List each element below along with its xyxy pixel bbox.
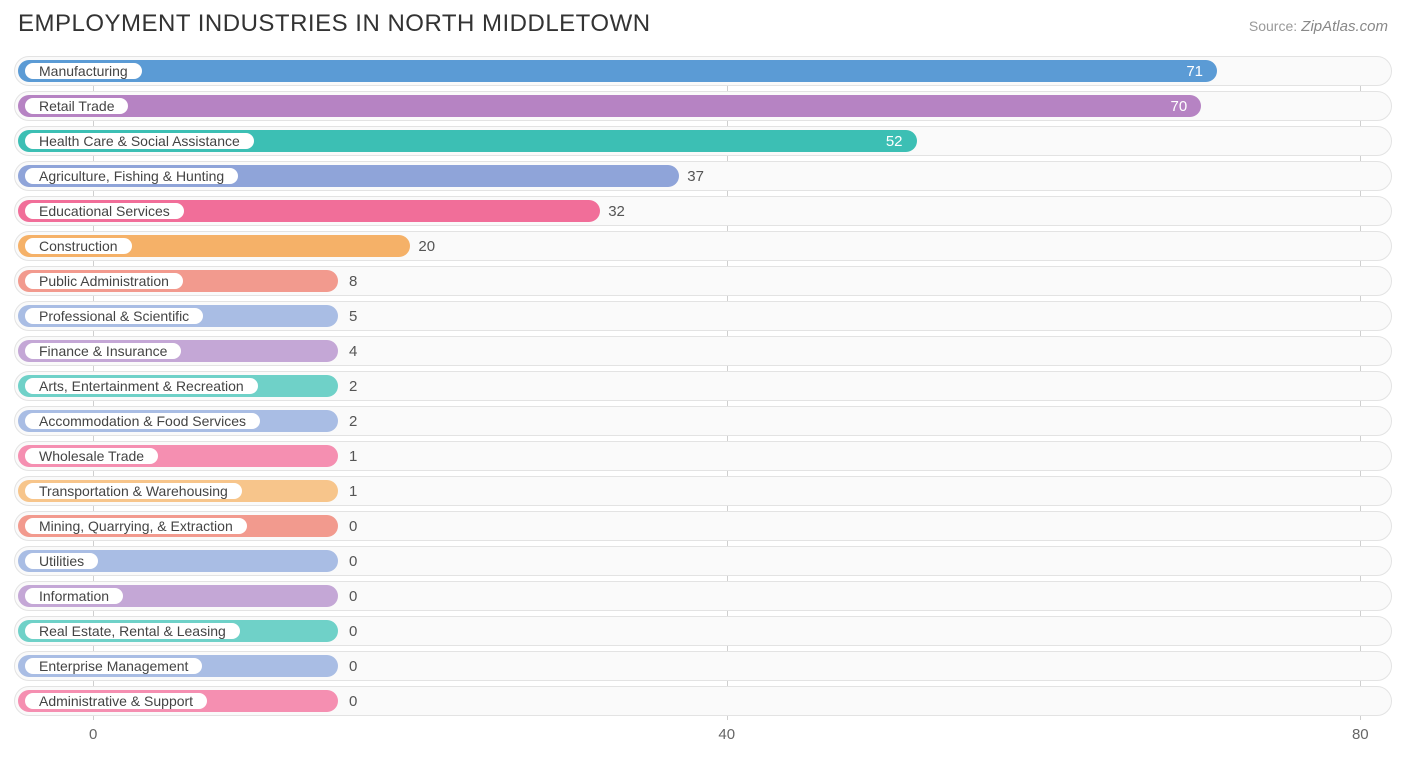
bar-value: 0 [341, 547, 365, 575]
bar-row: Public Administration 8 [14, 266, 1392, 296]
source-prefix: Source: [1249, 18, 1297, 34]
chart-source: Source: ZipAtlas.com [1249, 18, 1388, 35]
bar-value: 37 [679, 162, 712, 190]
bar-label: Mining, Quarrying, & Extraction [23, 516, 249, 536]
bar-value: 52 [878, 127, 917, 155]
bar-label: Transportation & Warehousing [23, 481, 244, 501]
bar-value: 8 [341, 267, 365, 295]
source-name: ZipAtlas.com [1301, 18, 1388, 35]
bar-value: 32 [600, 197, 633, 225]
bar-value: 2 [341, 372, 365, 400]
bar-value: 0 [341, 582, 365, 610]
bar-row: Professional & Scientific 5 [14, 301, 1392, 331]
x-tick-label: 0 [89, 726, 97, 743]
bar-label: Public Administration [23, 271, 185, 291]
bar-row: Utilities 0 [14, 546, 1392, 576]
chart-title: EMPLOYMENT INDUSTRIES IN NORTH MIDDLETOW… [18, 10, 651, 38]
bar-value: 20 [410, 232, 443, 260]
bar-label: Construction [23, 236, 134, 256]
chart-area: Manufacturing 71 Retail Trade 70 Health Care… [14, 56, 1392, 756]
bar-label: Educational Services [23, 201, 186, 221]
bar-value: 0 [341, 617, 365, 645]
bar-label: Accommodation & Food Services [23, 411, 262, 431]
bar-fill [18, 95, 1201, 117]
bar-label: Health Care & Social Assistance [23, 131, 256, 151]
bar-value: 1 [341, 442, 365, 470]
bar-label: Enterprise Management [23, 656, 204, 676]
bar-value: 1 [341, 477, 365, 505]
bar-row: Transportation & Warehousing 1 [14, 476, 1392, 506]
bar-fill [18, 60, 1217, 82]
bar-row: Construction 20 [14, 231, 1392, 261]
bar-row: Arts, Entertainment & Recreation 2 [14, 371, 1392, 401]
bar-value: 0 [341, 687, 365, 715]
chart-header: EMPLOYMENT INDUSTRIES IN NORTH MIDDLETOW… [14, 10, 1392, 38]
bar-label: Agriculture, Fishing & Hunting [23, 166, 240, 186]
bar-value: 71 [1178, 57, 1217, 85]
bar-value: 0 [341, 512, 365, 540]
bar-row: Accommodation & Food Services 2 [14, 406, 1392, 436]
bar-row: Mining, Quarrying, & Extraction 0 [14, 511, 1392, 541]
bar-value: 70 [1163, 92, 1202, 120]
bar-label: Wholesale Trade [23, 446, 160, 466]
bar-value: 4 [341, 337, 365, 365]
bar-row: Agriculture, Fishing & Hunting 37 [14, 161, 1392, 191]
bar-label: Finance & Insurance [23, 341, 183, 361]
bar-row: Enterprise Management 0 [14, 651, 1392, 681]
bar-value: 2 [341, 407, 365, 435]
bar-value: 5 [341, 302, 365, 330]
bar-label: Manufacturing [23, 61, 144, 81]
bar-row: Retail Trade 70 [14, 91, 1392, 121]
bar-value: 0 [341, 652, 365, 680]
bar-row: Administrative & Support 0 [14, 686, 1392, 716]
x-axis: 0 40 80 [14, 720, 1392, 756]
bar-label: Professional & Scientific [23, 306, 205, 326]
bar-label: Arts, Entertainment & Recreation [23, 376, 260, 396]
bar-row: Educational Services 32 [14, 196, 1392, 226]
bar-row: Manufacturing 71 [14, 56, 1392, 86]
bar-label: Retail Trade [23, 96, 130, 116]
bar-label: Information [23, 586, 125, 606]
chart-plot: Manufacturing 71 Retail Trade 70 Health Care… [14, 56, 1392, 720]
x-tick-label: 80 [1352, 726, 1369, 743]
x-tick-label: 40 [718, 726, 735, 743]
bar-row: Finance & Insurance 4 [14, 336, 1392, 366]
bar-row: Information 0 [14, 581, 1392, 611]
bar-row: Real Estate, Rental & Leasing 0 [14, 616, 1392, 646]
bar-label: Administrative & Support [23, 691, 209, 711]
bar-label: Utilities [23, 551, 100, 571]
bar-row: Health Care & Social Assistance 52 [14, 126, 1392, 156]
bar-label: Real Estate, Rental & Leasing [23, 621, 242, 641]
bar-row: Wholesale Trade 1 [14, 441, 1392, 471]
